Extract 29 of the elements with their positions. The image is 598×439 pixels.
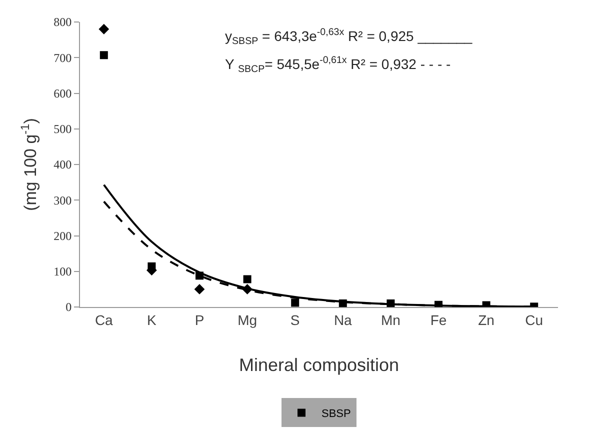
x-tick-label: S: [290, 312, 300, 328]
y-tick-label: 600: [54, 86, 72, 100]
y-tick-label: 200: [54, 228, 72, 243]
legend-label: SBSP: [322, 408, 351, 420]
x-tick-label: K: [147, 312, 158, 328]
y-tick-label: 300: [54, 193, 72, 208]
x-tick-label: Ca: [94, 312, 114, 328]
y-tick-label: 0: [66, 300, 72, 314]
y-tick-label: 700: [54, 50, 72, 65]
x-tick-label: Mg: [238, 312, 258, 328]
point: [243, 275, 252, 284]
y-tick-label: 400: [54, 158, 72, 172]
annotation: y$_{SBSP}$ = 643,3e$^{-0,63x}$ R² = 0,925 _______: [225, 27, 472, 47]
y-tick-label: 800: [54, 15, 72, 30]
point: [100, 51, 108, 60]
point: [291, 298, 300, 307]
x-axis-title: Mineral composition: [238, 355, 400, 375]
y-tick-label: 100: [54, 264, 72, 279]
point: [148, 262, 156, 270]
x-tick-label: Zn: [478, 312, 494, 328]
y-tick-label: 500: [54, 122, 72, 136]
x-tick-label: Fe: [430, 312, 447, 328]
x-tick-label: Cu: [525, 312, 544, 328]
point: [98, 24, 110, 34]
x-tick-label: Na: [334, 312, 352, 328]
x-tick-label: Mn: [380, 312, 400, 328]
annotation: Y $_{SBCP}$= 545,5e$^{-0,61x}$ R² = 0,932 - - - -: [225, 55, 451, 75]
x-tick-label: P: [194, 312, 204, 328]
point: [194, 284, 205, 294]
